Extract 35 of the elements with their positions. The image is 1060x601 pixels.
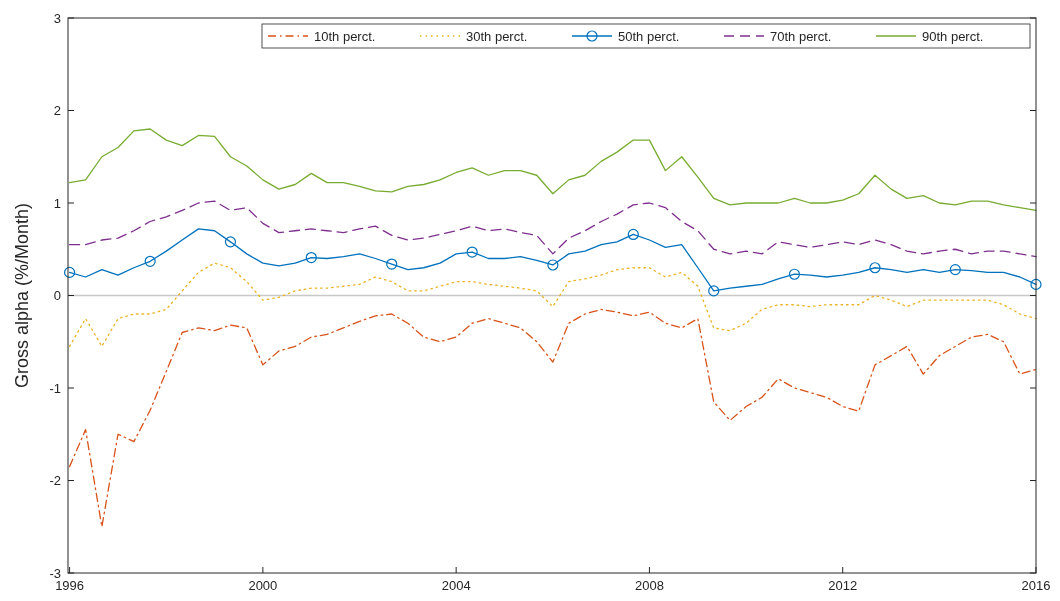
point	[386, 258, 398, 270]
legend-label: 50th perct.	[618, 28, 680, 44]
line-series	[68, 308, 1037, 528]
y-tick-label: -1	[49, 380, 61, 396]
x-tick-label: 2016	[1021, 578, 1051, 593]
line-series	[68, 200, 1037, 258]
x-tick-label: 1996	[55, 578, 85, 593]
line-series	[68, 128, 1037, 212]
legend-label: 10th perct.	[314, 28, 376, 44]
point	[949, 264, 961, 276]
point	[466, 246, 478, 258]
point	[547, 259, 559, 271]
y-tick-label: -3	[49, 565, 61, 581]
point	[627, 228, 639, 241]
y-tick-label: 0	[53, 288, 61, 304]
y-tick-label: -2	[49, 473, 61, 489]
point	[869, 262, 881, 274]
legend-label: 70th perct.	[770, 28, 832, 44]
x-tick-label: 2000	[248, 578, 278, 593]
point	[224, 236, 237, 248]
point	[1030, 278, 1042, 290]
point	[144, 255, 156, 267]
y-tick-label: 3	[53, 10, 61, 26]
legend-label: 90th perct.	[922, 28, 984, 44]
y-axis-title: Gross alpha (%/Month)	[12, 202, 32, 389]
x-tick-label: 2004	[441, 578, 471, 593]
x-tick-label: 2012	[828, 578, 858, 593]
point	[63, 266, 76, 278]
x-tick-label: 2008	[634, 578, 664, 593]
y-tick-label: 1	[53, 195, 61, 211]
point	[788, 268, 801, 280]
y-tick-label: 2	[53, 103, 61, 119]
legend-label: 30th perct.	[466, 28, 528, 44]
point	[708, 285, 720, 297]
point	[305, 251, 317, 264]
